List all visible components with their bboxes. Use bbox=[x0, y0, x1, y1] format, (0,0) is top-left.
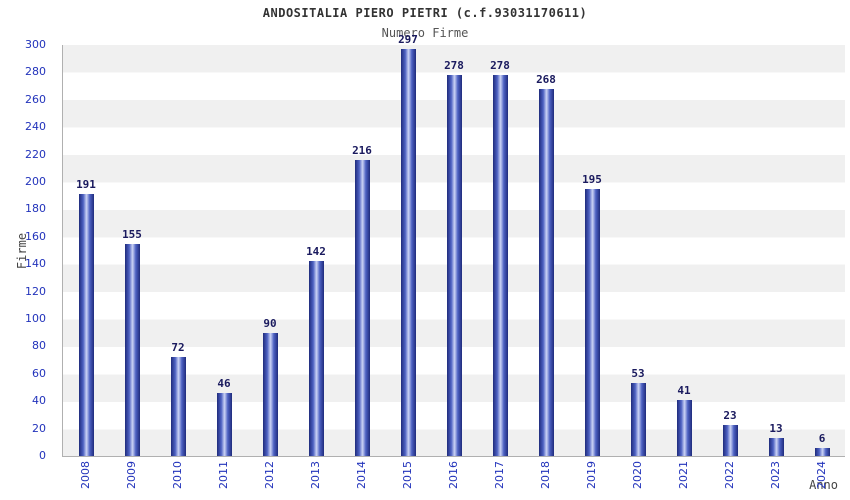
bar-value-label: 72 bbox=[171, 341, 185, 355]
bar-value-label: 278 bbox=[490, 59, 510, 73]
y-tick-label: 220 bbox=[25, 147, 46, 161]
bar-2017 bbox=[492, 75, 508, 456]
bar-value-label: 216 bbox=[352, 144, 372, 158]
y-tick-label: 200 bbox=[25, 175, 46, 188]
y-tick-label: 0 bbox=[39, 449, 46, 462]
bar-value-label: 41 bbox=[677, 383, 691, 397]
bar-2021 bbox=[676, 399, 692, 456]
bar-2012 bbox=[262, 332, 278, 456]
bar-2008 bbox=[78, 194, 94, 456]
bar-2013 bbox=[308, 261, 324, 456]
bar-2010 bbox=[170, 357, 186, 456]
bar-value-label: 53 bbox=[631, 367, 645, 381]
y-tick-label: 240 bbox=[25, 120, 46, 134]
bar-value-label: 6 bbox=[818, 431, 826, 445]
x-tick-label: 2020 bbox=[630, 461, 644, 489]
y-tick-label: 20 bbox=[32, 421, 46, 435]
x-tick-label: 2022 bbox=[722, 461, 736, 489]
y-tick-label: 100 bbox=[25, 312, 46, 325]
x-tick-label: 2009 bbox=[124, 461, 138, 489]
bar-value-label: 46 bbox=[217, 376, 231, 390]
x-tick-label: 2017 bbox=[492, 461, 506, 489]
x-tick-label: 2024 bbox=[814, 461, 828, 489]
y-tick-label: 280 bbox=[25, 65, 46, 79]
y-tick-label: 80 bbox=[32, 339, 46, 353]
x-tick-label: 2023 bbox=[768, 461, 782, 489]
x-tick-label: 2016 bbox=[446, 461, 460, 489]
bar-value-label: 297 bbox=[398, 33, 418, 47]
y-tick-label: 260 bbox=[25, 92, 46, 106]
bar-value-label: 90 bbox=[263, 316, 277, 330]
y-tick-label: 140 bbox=[25, 257, 46, 271]
bar-2011 bbox=[216, 392, 232, 456]
y-axis-tick-labels: 0 20 40 60 80 100 120 140 160 180 200 220 240 260 280 3… bbox=[0, 38, 54, 462]
y-tick-label: 120 bbox=[25, 284, 46, 298]
plot-area: 191 155 72 46 90 142 216 297 278 278 268 195 53 41 23 1… bbox=[62, 33, 845, 457]
bar-2020 bbox=[630, 383, 646, 456]
bar-value-label: 23 bbox=[723, 408, 737, 422]
x-axis-tick-labels: 2008 2009 2010 2011 2012 2013 2014 2015 2016 2017… bbox=[62, 461, 845, 500]
x-tick-label: 2013 bbox=[308, 461, 322, 489]
bar-2014 bbox=[354, 160, 370, 456]
bar-value-label: 195 bbox=[582, 172, 602, 186]
x-tick-label: 2012 bbox=[262, 461, 276, 489]
chart-title: ANDOSITALIA PIERO PIETRI (c.f.9303117061… bbox=[262, 6, 588, 20]
bar-value-label: 278 bbox=[444, 59, 464, 73]
y-tick-label: 60 bbox=[32, 366, 46, 380]
y-tick-label: 180 bbox=[25, 202, 46, 216]
bar-value-label: 155 bbox=[122, 227, 142, 241]
bar-2024 bbox=[814, 447, 830, 456]
x-tick-label: 2014 bbox=[354, 461, 368, 489]
bar-2018 bbox=[538, 88, 554, 456]
x-tick-label: 2018 bbox=[538, 461, 552, 489]
bar-2023 bbox=[768, 438, 784, 456]
bar-value-label: 191 bbox=[76, 178, 96, 192]
x-tick-label: 2021 bbox=[676, 461, 690, 489]
y-tick-label: 300 bbox=[25, 38, 46, 51]
bar-value-label: 13 bbox=[769, 422, 783, 436]
x-tick-label: 2008 bbox=[78, 461, 92, 489]
x-tick-label: 2015 bbox=[400, 461, 414, 489]
bar-2015 bbox=[400, 49, 416, 456]
y-tick-label: 40 bbox=[32, 394, 46, 408]
bar-value-label: 142 bbox=[306, 245, 326, 259]
bar-2019 bbox=[584, 188, 600, 456]
chart-subtitle: Numero Firme bbox=[381, 26, 469, 40]
x-tick-label: 2011 bbox=[216, 461, 230, 489]
bar-2022 bbox=[722, 424, 738, 456]
x-axis-title: Anno bbox=[809, 478, 838, 492]
bar-2016 bbox=[446, 75, 462, 456]
bar-2009 bbox=[124, 243, 140, 456]
y-tick-label: 160 bbox=[25, 229, 46, 243]
x-tick-label: 2019 bbox=[584, 461, 598, 489]
x-tick-label: 2010 bbox=[170, 461, 184, 489]
bar-value-label: 268 bbox=[536, 72, 556, 86]
